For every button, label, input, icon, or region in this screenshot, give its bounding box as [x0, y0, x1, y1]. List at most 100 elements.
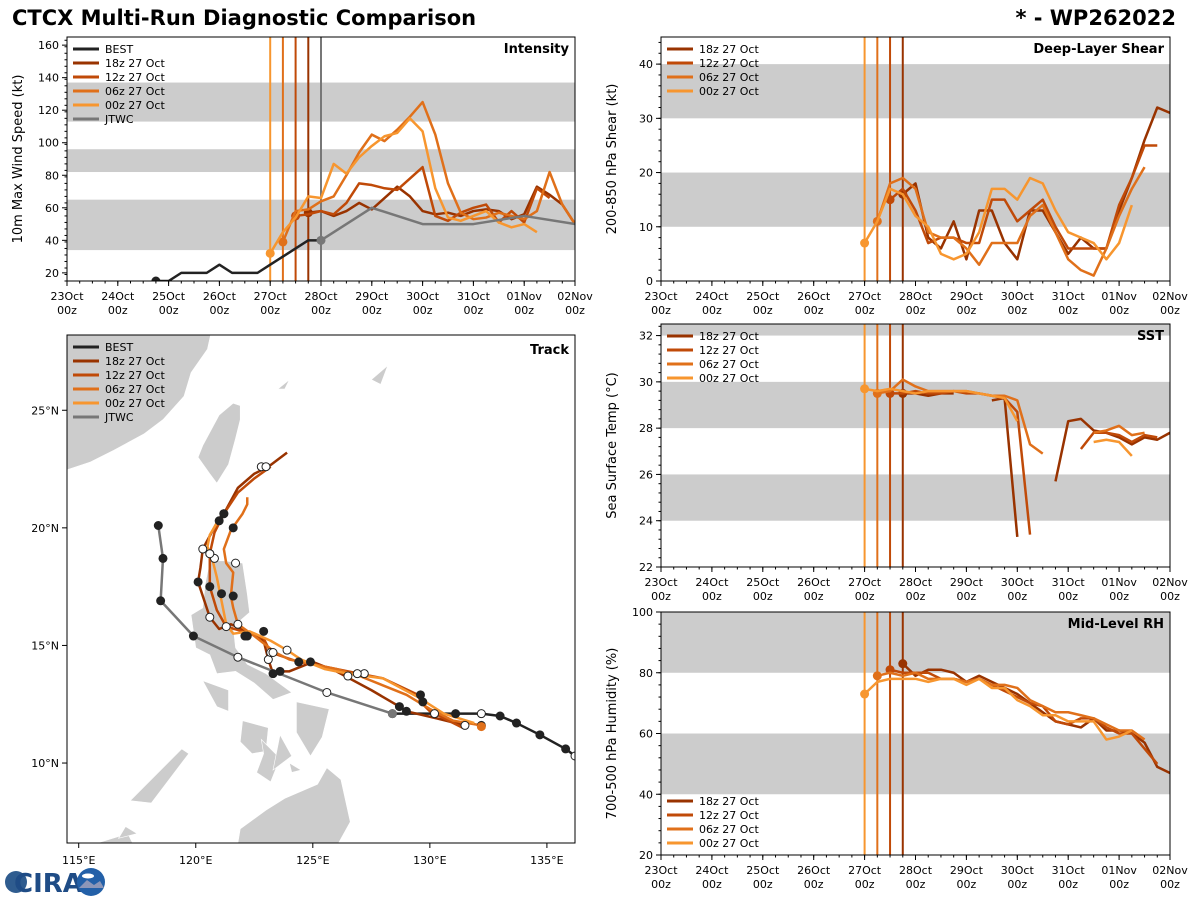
track-marker: [305, 657, 315, 667]
logo-cloud-icon: [77, 868, 105, 896]
x-tick-label: 120°E: [179, 854, 212, 867]
chart-track: 115°E 120°E 125°E 130°E 135°E 10°N 15°N 20°N 25°…: [31, 334, 576, 867]
x-tick-sublabel: 00z: [514, 304, 534, 317]
x-tick-label: 28Oct: [899, 864, 933, 877]
y-tick-label: 160: [38, 39, 59, 52]
x-tick-sublabel: 00z: [210, 304, 230, 317]
track-line-00z-27-oct: [206, 522, 475, 725]
init-point-00z-27-oct: [860, 384, 870, 394]
panel-title: SST: [1137, 329, 1164, 344]
y-axis-label: 200-850 hPa Shear (kt): [605, 84, 620, 235]
x-tick-sublabel: 00z: [855, 304, 875, 317]
track-marker: [214, 516, 224, 526]
x-tick-label: 24Oct: [695, 290, 729, 303]
legend-label-18z-27-oct: 18z 27 Oct: [699, 330, 759, 343]
track-line-06z-27-oct: [222, 497, 482, 727]
series-line-06z-27-oct: [877, 671, 1146, 741]
x-tick-sublabel: 00z: [1109, 590, 1129, 603]
x-tick-sublabel: 00z: [311, 304, 331, 317]
logo-text: CIRA: [14, 869, 83, 898]
x-tick-sublabel: 00z: [1160, 878, 1180, 891]
y-tick-label: 28: [639, 422, 653, 435]
land-ryukyu: [276, 379, 290, 390]
series-line-12z-27-oct: [889, 668, 1159, 765]
legend-label-00z-27-oct: 00z 27 Oct: [105, 397, 165, 410]
x-tick-label: 26Oct: [797, 864, 831, 877]
chart-intensity: 2040608010012014016023Oct00z24Oct00z25Oc…: [11, 36, 593, 317]
track-marker: [495, 711, 505, 721]
x-tick-sublabel: 00z: [804, 878, 824, 891]
x-tick-label: 23Oct: [644, 576, 678, 589]
x-tick-label: 30Oct: [1001, 290, 1035, 303]
legend-label-18z-27-oct: 18z 27 Oct: [105, 355, 165, 368]
x-tick-sublabel: 00z: [906, 304, 926, 317]
plot-area: [67, 37, 575, 281]
y-tick-label: 26: [639, 468, 653, 481]
y-tick-label: 140: [38, 72, 59, 85]
legend-label-18z-27-oct: 18z 27 Oct: [105, 57, 165, 70]
series-line-06z-27-oct: [281, 100, 575, 243]
threshold-band: [661, 612, 1170, 673]
x-tick-sublabel: 00z: [957, 878, 977, 891]
panel-title: Mid-Level RH: [1068, 617, 1164, 632]
track-marker: [188, 631, 198, 641]
track-marker: [401, 706, 411, 716]
x-tick-label: 25Oct: [746, 290, 780, 303]
x-tick-sublabel: 00z: [1160, 304, 1180, 317]
x-tick-label: 23Oct: [50, 290, 84, 303]
x-tick-label: 23Oct: [644, 864, 678, 877]
threshold-band: [661, 324, 1170, 336]
y-tick-label: 100: [38, 137, 59, 150]
land-taiwan: [197, 402, 241, 484]
x-tick-sublabel: 00z: [753, 878, 773, 891]
x-tick-label: 26Oct: [203, 290, 237, 303]
x-tick-sublabel: 00z: [957, 590, 977, 603]
x-tick-sublabel: 00z: [651, 878, 671, 891]
x-tick-label: 28Oct: [899, 576, 933, 589]
track-marker: [476, 709, 486, 719]
series-line-18z-27-oct: [308, 185, 575, 225]
legend-label-12z-27-oct: 12z 27 Oct: [699, 57, 759, 70]
track-marker: [415, 690, 425, 700]
init-point-00z-27-oct: [860, 238, 870, 248]
legend-label-jtwc: JTWC: [104, 113, 134, 126]
track-marker: [511, 718, 521, 728]
storm-id: * - WP262022: [1015, 6, 1176, 30]
track-marker: [570, 751, 575, 761]
legend-label-12z-27-oct: 12z 27 Oct: [699, 809, 759, 822]
x-tick-sublabel: 00z: [855, 878, 875, 891]
track-marker: [193, 577, 203, 587]
y-axis-label: 10m Max Wind Speed (kt): [11, 75, 26, 244]
init-point-best: [151, 276, 161, 281]
track-marker: [322, 687, 332, 697]
y-tick-label: 32: [639, 330, 653, 343]
init-point-00z-27-oct: [265, 248, 275, 258]
legend-label-12z-27-oct: 12z 27 Oct: [699, 344, 759, 357]
cira-logo: CIRA: [5, 868, 105, 898]
land-islet: [117, 826, 139, 839]
legend-label-12z-27-oct: 12z 27 Oct: [105, 369, 165, 382]
x-tick-sublabel: 00z: [651, 590, 671, 603]
track-marker: [217, 589, 227, 599]
x-tick-sublabel: 00z: [1007, 304, 1027, 317]
track-marker: [268, 648, 278, 657]
x-tick-sublabel: 00z: [1109, 304, 1129, 317]
track-marker: [343, 671, 353, 681]
y-tick-label: 15°N: [31, 639, 59, 652]
y-tick-label: 40: [45, 234, 59, 247]
x-tick-sublabel: 00z: [753, 590, 773, 603]
track-marker: [451, 709, 461, 719]
legend-label-00z-27-oct: 00z 27 Oct: [699, 85, 759, 98]
plot-area: [661, 612, 1170, 855]
track-line-best: [392, 712, 575, 757]
track-marker: [268, 669, 278, 679]
x-tick-label: 29Oct: [355, 290, 389, 303]
series-line-06z-27-oct: [876, 166, 1146, 277]
x-tick-sublabel: 00z: [906, 878, 926, 891]
legend-label-06z-27-oct: 06z 27 Oct: [105, 85, 165, 98]
track-marker: [233, 619, 243, 629]
x-tick-sublabel: 00z: [1109, 878, 1129, 891]
x-tick-sublabel: 00z: [804, 304, 824, 317]
panel-title: Track: [530, 343, 569, 358]
